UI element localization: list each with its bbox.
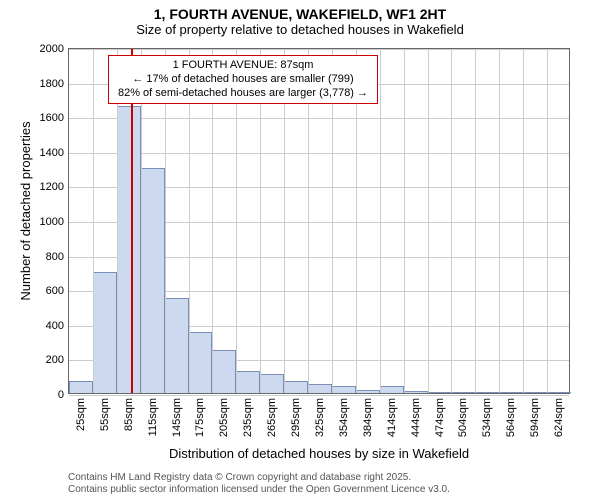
annotation-callout: 1 FOURTH AVENUE: 87sqm ← 17% of detached… bbox=[108, 55, 378, 104]
x-tick-label: 85sqm bbox=[123, 398, 135, 431]
title-line-1: 1, FOURTH AVENUE, WAKEFIELD, WF1 2HT bbox=[0, 6, 600, 22]
x-tick-label: 414sqm bbox=[386, 398, 398, 437]
x-tick-label: 564sqm bbox=[505, 398, 517, 437]
annotation-line-1: 1 FOURTH AVENUE: 87sqm bbox=[115, 59, 371, 73]
chart-container: 1, FOURTH AVENUE, WAKEFIELD, WF1 2HT Siz… bbox=[0, 0, 600, 500]
y-tick-label: 800 bbox=[46, 251, 69, 263]
histogram-bar bbox=[236, 371, 260, 393]
histogram-bar bbox=[547, 392, 571, 393]
grid-line-vertical bbox=[499, 49, 500, 393]
x-tick-label: 145sqm bbox=[171, 398, 183, 437]
title-block: 1, FOURTH AVENUE, WAKEFIELD, WF1 2HT Siz… bbox=[0, 0, 600, 37]
y-axis-label: Number of detached properties bbox=[18, 111, 33, 311]
grid-line-vertical bbox=[380, 49, 381, 393]
attribution-line-1: Contains HM Land Registry data © Crown c… bbox=[68, 472, 450, 484]
y-tick-label: 2000 bbox=[40, 43, 69, 55]
histogram-bar bbox=[117, 106, 141, 393]
histogram-bar bbox=[404, 391, 428, 393]
x-tick-label: 235sqm bbox=[242, 398, 254, 437]
x-tick-label: 205sqm bbox=[218, 398, 230, 437]
y-tick-label: 200 bbox=[46, 354, 69, 366]
x-tick-label: 295sqm bbox=[290, 398, 302, 437]
grid-line-horizontal bbox=[69, 118, 569, 119]
annotation-line-2: ← 17% of detached houses are smaller (79… bbox=[115, 73, 371, 87]
histogram-bar bbox=[69, 381, 93, 393]
x-tick-label: 115sqm bbox=[147, 398, 159, 436]
histogram-bar bbox=[165, 298, 189, 393]
x-axis-label: Distribution of detached houses by size … bbox=[68, 446, 570, 461]
x-tick-label: 624sqm bbox=[553, 398, 565, 437]
histogram-bar bbox=[451, 392, 475, 393]
y-tick-label: 600 bbox=[46, 285, 69, 297]
histogram-bar bbox=[332, 386, 356, 393]
histogram-bar bbox=[260, 374, 284, 393]
x-tick-label: 55sqm bbox=[99, 398, 111, 431]
x-tick-label: 504sqm bbox=[457, 398, 469, 437]
x-tick-label: 534sqm bbox=[481, 398, 493, 437]
histogram-bar bbox=[189, 332, 213, 393]
histogram-bar bbox=[284, 381, 308, 393]
y-tick-label: 1200 bbox=[40, 181, 69, 193]
y-tick-label: 400 bbox=[46, 320, 69, 332]
x-tick-label: 474sqm bbox=[434, 398, 446, 437]
grid-line-horizontal bbox=[69, 49, 569, 50]
title-line-2: Size of property relative to detached ho… bbox=[0, 22, 600, 37]
grid-line-horizontal bbox=[69, 153, 569, 154]
y-tick-label: 0 bbox=[58, 389, 69, 401]
histogram-bar bbox=[212, 350, 236, 393]
grid-line-vertical bbox=[428, 49, 429, 393]
histogram-bar bbox=[499, 392, 523, 393]
y-tick-label: 1800 bbox=[40, 78, 69, 90]
x-tick-label: 25sqm bbox=[75, 398, 87, 431]
grid-line-vertical bbox=[451, 49, 452, 393]
histogram-bar bbox=[475, 392, 499, 393]
histogram-bar bbox=[380, 386, 404, 393]
x-tick-label: 175sqm bbox=[194, 398, 206, 437]
histogram-bar bbox=[308, 384, 332, 393]
x-tick-label: 325sqm bbox=[314, 398, 326, 437]
histogram-bar bbox=[523, 392, 547, 393]
attribution-text: Contains HM Land Registry data © Crown c… bbox=[68, 472, 450, 496]
y-tick-label: 1000 bbox=[40, 216, 69, 228]
grid-line-vertical bbox=[523, 49, 524, 393]
histogram-bar bbox=[428, 392, 452, 393]
grid-line-vertical bbox=[475, 49, 476, 393]
y-tick-label: 1600 bbox=[40, 112, 69, 124]
attribution-line-2: Contains public sector information licen… bbox=[68, 484, 450, 496]
histogram-bar bbox=[356, 390, 380, 393]
annotation-line-3: 82% of semi-detached houses are larger (… bbox=[115, 87, 371, 101]
histogram-bar bbox=[93, 272, 117, 393]
x-tick-label: 384sqm bbox=[362, 398, 374, 437]
y-tick-label: 1400 bbox=[40, 147, 69, 159]
grid-line-vertical bbox=[93, 49, 94, 393]
x-tick-label: 594sqm bbox=[529, 398, 541, 437]
x-tick-label: 354sqm bbox=[338, 398, 350, 437]
grid-line-vertical bbox=[547, 49, 548, 393]
x-tick-label: 265sqm bbox=[266, 398, 278, 437]
grid-line-vertical bbox=[404, 49, 405, 393]
x-tick-label: 444sqm bbox=[410, 398, 422, 437]
grid-line-horizontal bbox=[69, 395, 569, 396]
histogram-bar bbox=[141, 168, 165, 393]
